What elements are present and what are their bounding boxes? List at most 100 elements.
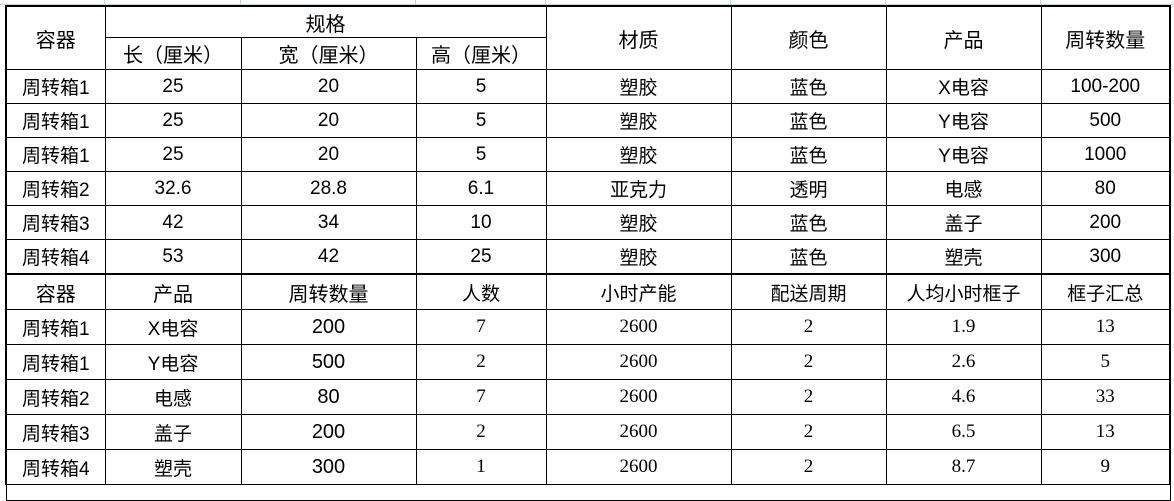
cell-material: 塑胶 <box>545 205 732 240</box>
cell-height: 25 <box>415 239 547 274</box>
cell-color: 蓝色 <box>730 103 887 138</box>
cell-width: 34 <box>240 205 417 240</box>
cell-product: 塑壳 <box>885 239 1042 274</box>
header-headcount: 人数 <box>415 274 547 310</box>
cell-container: 周转箱2 <box>5 379 106 415</box>
cell-product: 电感 <box>104 379 242 415</box>
cell-container: 周转箱1 <box>5 69 106 104</box>
cell-width: 20 <box>240 69 417 104</box>
cell-turnover-qty: 200 <box>1040 205 1171 240</box>
throughput-table: 容器 产品 周转数量 人数 小时产能 配送周期 人均小时框子 框子汇总 周转箱1… <box>5 274 1171 501</box>
spreadsheet-area: 容器 规格 材质 颜色 产品 周转数量 长（厘米） 宽（厘米） 高（厘米） 周转… <box>5 5 1171 501</box>
cell-boxes-total: 5 <box>1040 344 1171 380</box>
cell-hourly-capacity: 2600 <box>545 309 732 345</box>
trailing-empty-cell <box>5 484 1171 501</box>
table-row: 周转箱2 32.6 28.8 6.1 亚克力 透明 电感 80 <box>5 171 1171 206</box>
cell-product: X电容 <box>885 69 1042 104</box>
cell-boxes-per-person-hour: 8.7 <box>885 449 1042 485</box>
cell-hourly-capacity: 2600 <box>545 379 732 415</box>
cell-material: 塑胶 <box>545 137 732 172</box>
container-spec-table: 容器 规格 材质 颜色 产品 周转数量 长（厘米） 宽（厘米） 高（厘米） 周转… <box>5 5 1171 274</box>
header-container2: 容器 <box>5 274 106 310</box>
table-row: 周转箱1 25 20 5 塑胶 蓝色 X电容 100-200 <box>5 69 1171 104</box>
cell-boxes-total: 9 <box>1040 449 1171 485</box>
table-row: 周转箱1 Y电容 500 2 2600 2 2.6 5 <box>5 344 1171 380</box>
cell-boxes-total: 13 <box>1040 414 1171 450</box>
cell-length: 42 <box>104 205 242 240</box>
cell-turnover-qty: 100-200 <box>1040 69 1171 104</box>
table-row: 周转箱1 25 20 5 塑胶 蓝色 Y电容 1000 <box>5 137 1171 172</box>
cell-turnover-qty: 200 <box>240 309 417 345</box>
cell-width: 28.8 <box>240 171 417 206</box>
cell-boxes-per-person-hour: 6.5 <box>885 414 1042 450</box>
cell-headcount: 2 <box>415 414 547 450</box>
cell-hourly-capacity: 2600 <box>545 414 732 450</box>
cell-turnover-qty: 1000 <box>1040 137 1171 172</box>
cell-width: 20 <box>240 103 417 138</box>
cell-headcount: 7 <box>415 379 547 415</box>
cell-container: 周转箱1 <box>5 137 106 172</box>
cell-length: 25 <box>104 103 242 138</box>
cell-headcount: 7 <box>415 309 547 345</box>
cell-container: 周转箱3 <box>5 205 106 240</box>
cell-turnover-qty: 500 <box>1040 103 1171 138</box>
cell-product: 盖子 <box>885 205 1042 240</box>
cell-color: 蓝色 <box>730 137 887 172</box>
cell-length: 32.6 <box>104 171 242 206</box>
table-row: 周转箱2 电感 80 7 2600 2 4.6 33 <box>5 379 1171 415</box>
cell-color: 蓝色 <box>730 239 887 274</box>
cell-turnover-qty: 80 <box>1040 171 1171 206</box>
cell-length: 25 <box>104 69 242 104</box>
cell-material: 塑胶 <box>545 103 732 138</box>
header-turnover-qty: 周转数量 <box>1040 5 1171 70</box>
cell-height: 10 <box>415 205 547 240</box>
header-product: 产品 <box>885 5 1042 70</box>
cell-material: 亚克力 <box>545 171 732 206</box>
cell-delivery-cycle: 2 <box>730 449 887 485</box>
cell-container: 周转箱4 <box>5 239 106 274</box>
header-boxes-total: 框子汇总 <box>1040 274 1171 310</box>
cell-boxes-per-person-hour: 4.6 <box>885 379 1042 415</box>
cell-length: 25 <box>104 137 242 172</box>
cell-turnover-qty: 300 <box>1040 239 1171 274</box>
cell-height: 6.1 <box>415 171 547 206</box>
cell-product: Y电容 <box>885 103 1042 138</box>
cell-width: 20 <box>240 137 417 172</box>
cell-product: 电感 <box>885 171 1042 206</box>
cell-boxes-per-person-hour: 2.6 <box>885 344 1042 380</box>
header-spec-group: 规格 <box>104 5 547 38</box>
trailing-empty-row <box>5 484 1171 501</box>
cell-boxes-total: 33 <box>1040 379 1171 415</box>
cell-container: 周转箱1 <box>5 103 106 138</box>
cell-delivery-cycle: 2 <box>730 414 887 450</box>
header-container: 容器 <box>5 5 106 70</box>
cell-container: 周转箱1 <box>5 309 106 345</box>
cell-container: 周转箱3 <box>5 414 106 450</box>
header-color: 颜色 <box>730 5 887 70</box>
table-header-row: 容器 产品 周转数量 人数 小时产能 配送周期 人均小时框子 框子汇总 <box>5 274 1171 310</box>
cell-headcount: 2 <box>415 344 547 380</box>
table-row: 周转箱1 X电容 200 7 2600 2 1.9 13 <box>5 309 1171 345</box>
cell-width: 42 <box>240 239 417 274</box>
cell-height: 5 <box>415 69 547 104</box>
table-row: 周转箱3 盖子 200 2 2600 2 6.5 13 <box>5 414 1171 450</box>
cell-product: X电容 <box>104 309 242 345</box>
cell-height: 5 <box>415 103 547 138</box>
cell-delivery-cycle: 2 <box>730 344 887 380</box>
cell-container: 周转箱2 <box>5 171 106 206</box>
cell-length: 53 <box>104 239 242 274</box>
cell-turnover-qty: 500 <box>240 344 417 380</box>
cell-boxes-per-person-hour: 1.9 <box>885 309 1042 345</box>
cell-hourly-capacity: 2600 <box>545 344 732 380</box>
cell-container: 周转箱4 <box>5 449 106 485</box>
cell-material: 塑胶 <box>545 69 732 104</box>
table-row: 周转箱1 25 20 5 塑胶 蓝色 Y电容 500 <box>5 103 1171 138</box>
cell-color: 透明 <box>730 171 887 206</box>
header-boxes-per-person-hour: 人均小时框子 <box>885 274 1042 310</box>
cell-product: Y电容 <box>104 344 242 380</box>
cell-product: 塑壳 <box>104 449 242 485</box>
cell-container: 周转箱1 <box>5 344 106 380</box>
header-product2: 产品 <box>104 274 242 310</box>
cell-height: 5 <box>415 137 547 172</box>
header-delivery-cycle: 配送周期 <box>730 274 887 310</box>
